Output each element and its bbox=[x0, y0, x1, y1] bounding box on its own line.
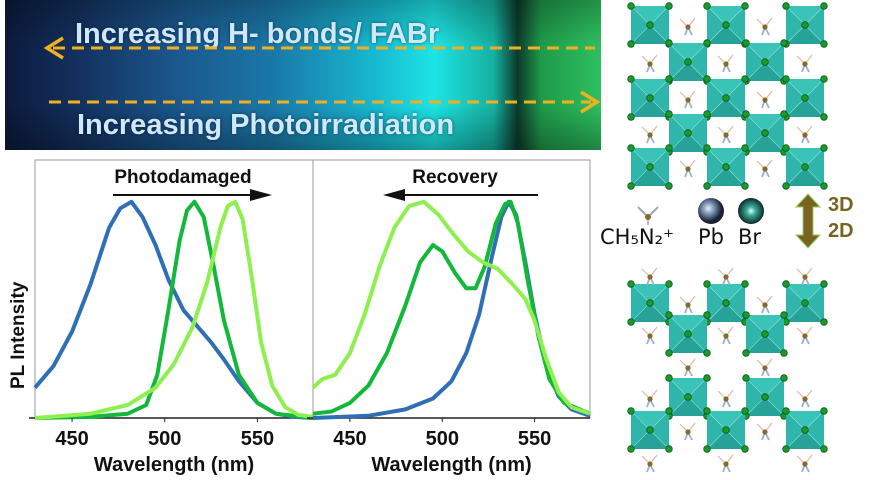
pl-charts: 450 500 550 Wavelength (nm) Photodamaged 450… bbox=[8, 159, 591, 476]
pbbr6-octahedron bbox=[782, 407, 828, 453]
fa-cation-molecule bbox=[641, 454, 658, 473]
fa-cation-molecule bbox=[796, 326, 813, 345]
fa-cation-molecule bbox=[796, 389, 813, 408]
fa-cation-molecule bbox=[679, 422, 696, 441]
pbbr6-octahedron bbox=[742, 311, 788, 357]
fa-cation-molecule bbox=[756, 17, 773, 36]
fa-cation-molecule bbox=[796, 54, 813, 73]
fa-cation-molecule bbox=[641, 54, 658, 73]
banner-vignette bbox=[5, 0, 601, 150]
fa-cation-molecule bbox=[717, 125, 734, 144]
direction-arrow bbox=[383, 189, 538, 201]
fa-cation-molecule bbox=[641, 125, 658, 144]
fa-cation-molecule bbox=[756, 358, 773, 377]
chart-recovery: 450 500 550 Wavelength (nm) Recovery bbox=[307, 159, 591, 476]
pbbr6-octahedron bbox=[703, 407, 749, 453]
fa-cation-molecule bbox=[756, 90, 773, 109]
banner-arrows bbox=[43, 36, 601, 114]
pbbr6-octahedron bbox=[782, 75, 828, 121]
fa-cation-molecule bbox=[756, 159, 773, 178]
chart-photodamaged: 450 500 550 Wavelength (nm) Photodamaged bbox=[29, 159, 314, 476]
fa-cation-molecule bbox=[717, 267, 734, 286]
legend-br-label: Br bbox=[738, 225, 762, 249]
fa-cation-molecule bbox=[796, 125, 813, 144]
y-axis-label: PL Intensity bbox=[8, 281, 29, 389]
fa-cation-molecule bbox=[717, 54, 734, 73]
pbbr6-octahedron bbox=[782, 144, 828, 190]
fa-cation-molecule bbox=[679, 159, 696, 178]
fa-cation-molecule bbox=[756, 295, 773, 314]
pbbr6-octahedron bbox=[627, 280, 673, 326]
series-line-light_green bbox=[311, 199, 591, 416]
x-tick-label: 500 bbox=[426, 428, 459, 450]
x-tick-label: 450 bbox=[55, 428, 88, 450]
fa-cation-molecule bbox=[679, 90, 696, 109]
pbbr6-octahedron bbox=[742, 110, 788, 156]
fa-cation-molecule bbox=[796, 267, 813, 286]
legend-br-sphere bbox=[738, 198, 764, 224]
x-axis-label: Wavelength (nm) bbox=[94, 454, 254, 476]
pbbr6-octahedron bbox=[742, 374, 788, 420]
pbbr6-octahedron bbox=[703, 280, 749, 326]
chart-title: Recovery bbox=[412, 167, 498, 188]
x-axis-label: Wavelength (nm) bbox=[371, 454, 531, 476]
fa-cation-molecule bbox=[641, 267, 658, 286]
arrow-right-dashed bbox=[49, 90, 601, 114]
pbbr6-octahedron bbox=[703, 2, 749, 48]
pbbr6-octahedron bbox=[665, 311, 711, 357]
series-line-dark_green bbox=[34, 199, 314, 420]
fa-cation-molecule bbox=[796, 454, 813, 473]
x-tick-label: 550 bbox=[518, 428, 551, 450]
pbbr6-octahedron bbox=[782, 280, 828, 326]
octahedra-layers bbox=[627, 2, 828, 453]
banner-bottom-text: Increasing Photoirradiation bbox=[77, 109, 455, 141]
chart-title: Photodamaged bbox=[114, 167, 251, 188]
legend-cation-label: CH₅N₂⁺ bbox=[600, 225, 675, 249]
double-arrow-icon bbox=[794, 193, 822, 249]
series-line-dark_green bbox=[312, 199, 591, 416]
legend-cation-icon bbox=[637, 206, 659, 225]
fa-cation-molecule bbox=[717, 454, 734, 473]
banner-top-text: Increasing H- bonds/ FABr bbox=[75, 18, 440, 50]
fa-cation-molecule bbox=[717, 326, 734, 345]
pbbr6-octahedron bbox=[665, 374, 711, 420]
series-line-light_green bbox=[34, 199, 314, 420]
pbbr6-octahedron bbox=[627, 144, 673, 190]
label-3d: 3D bbox=[828, 194, 854, 216]
pbbr6-octahedron bbox=[703, 144, 749, 190]
arrow-left-dashed bbox=[43, 36, 595, 60]
direction-arrow bbox=[113, 189, 272, 201]
pbbr6-octahedron bbox=[703, 75, 749, 121]
fa-cation-molecule bbox=[679, 295, 696, 314]
fa-cation-molecule bbox=[679, 358, 696, 377]
pbbr6-octahedron bbox=[627, 75, 673, 121]
fa-cation-molecule bbox=[756, 422, 773, 441]
fa-cation-molecule bbox=[679, 17, 696, 36]
fa-cation-molecule bbox=[641, 389, 658, 408]
fa-cation-molecule bbox=[641, 326, 658, 345]
fa-cation-molecule bbox=[717, 389, 734, 408]
x-tick-label: 500 bbox=[148, 428, 181, 450]
pbbr6-octahedron bbox=[627, 2, 673, 48]
legend-pb-label: Pb bbox=[698, 225, 724, 249]
label-2d: 2D bbox=[828, 220, 854, 242]
fa-cations bbox=[641, 17, 813, 473]
photo-banner: Increasing H- bonds/ FABr Increasing Pho… bbox=[5, 0, 601, 150]
x-tick-label: 450 bbox=[333, 428, 366, 450]
legend-pb-sphere bbox=[698, 198, 724, 224]
pbbr6-octahedron bbox=[627, 407, 673, 453]
x-tick-label: 550 bbox=[241, 428, 274, 450]
pbbr6-octahedron bbox=[742, 39, 788, 85]
pbbr6-octahedron bbox=[782, 2, 828, 48]
